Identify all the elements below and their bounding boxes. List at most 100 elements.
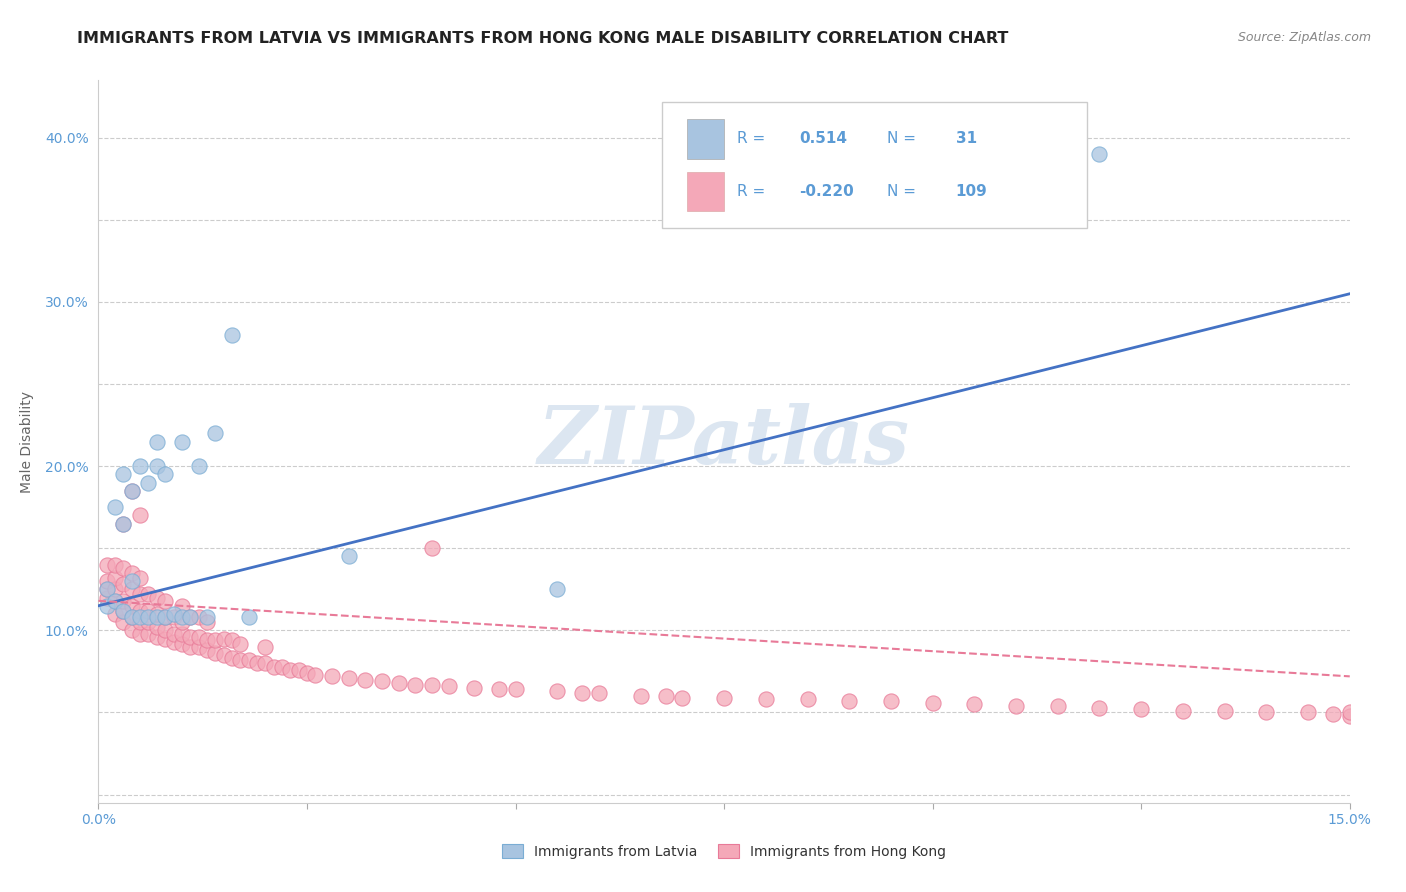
Point — [96, 582, 118, 597]
Point — [963, 698, 986, 712]
Point — [170, 636, 193, 650]
Point — [121, 574, 143, 588]
Point — [138, 475, 160, 490]
Point — [112, 604, 135, 618]
Point — [179, 640, 201, 654]
Point — [337, 549, 360, 564]
Point — [1296, 706, 1319, 720]
Point — [505, 682, 527, 697]
Point — [304, 667, 326, 681]
Point — [129, 571, 152, 585]
Point — [104, 558, 127, 572]
Point — [880, 694, 903, 708]
Point — [263, 659, 285, 673]
Point — [121, 610, 143, 624]
Point — [463, 681, 485, 695]
Text: ZIPatlas: ZIPatlas — [538, 403, 910, 480]
Point — [204, 426, 226, 441]
Point — [146, 630, 169, 644]
Point — [238, 653, 260, 667]
Point — [129, 508, 152, 523]
Point — [546, 684, 568, 698]
Text: Source: ZipAtlas.com: Source: ZipAtlas.com — [1237, 31, 1371, 45]
Point — [162, 610, 184, 624]
Point — [129, 459, 152, 474]
Point — [212, 632, 235, 646]
Point — [1005, 698, 1028, 713]
Point — [204, 646, 226, 660]
FancyBboxPatch shape — [686, 119, 724, 159]
Point — [138, 610, 160, 624]
Point — [170, 610, 193, 624]
Point — [195, 610, 218, 624]
Y-axis label: Male Disability: Male Disability — [20, 391, 34, 492]
Point — [212, 648, 235, 662]
Point — [146, 607, 169, 621]
Point — [112, 516, 135, 531]
Point — [104, 500, 127, 515]
Point — [254, 640, 277, 654]
Point — [654, 689, 676, 703]
Point — [96, 574, 118, 588]
Point — [1213, 704, 1236, 718]
Point — [104, 594, 127, 608]
FancyBboxPatch shape — [686, 171, 724, 211]
Point — [129, 610, 152, 624]
Point — [796, 692, 818, 706]
Point — [1130, 702, 1153, 716]
Text: 31: 31 — [956, 131, 977, 146]
Point — [129, 604, 152, 618]
Point — [146, 591, 169, 605]
Point — [112, 516, 135, 531]
Point — [138, 604, 160, 618]
Point — [271, 659, 294, 673]
Point — [1339, 706, 1361, 720]
Point — [112, 615, 135, 630]
Point — [146, 459, 169, 474]
Point — [404, 677, 426, 691]
Point — [488, 682, 510, 697]
Point — [121, 483, 143, 498]
Text: 109: 109 — [956, 184, 987, 199]
Point — [546, 582, 568, 597]
Point — [112, 467, 135, 482]
Point — [104, 571, 127, 585]
Point — [437, 679, 460, 693]
Point — [121, 582, 143, 597]
FancyBboxPatch shape — [661, 102, 1087, 228]
Point — [162, 607, 184, 621]
Point — [162, 635, 184, 649]
Point — [179, 610, 201, 624]
Point — [112, 577, 135, 591]
Point — [153, 610, 176, 624]
Point — [121, 566, 143, 580]
Point — [1171, 704, 1194, 718]
Point — [221, 327, 243, 342]
Point — [838, 694, 860, 708]
Point — [195, 643, 218, 657]
Point — [187, 640, 209, 654]
Text: -0.220: -0.220 — [799, 184, 853, 199]
Point — [246, 657, 269, 671]
Point — [671, 690, 693, 705]
Point — [129, 587, 152, 601]
Point — [153, 624, 176, 638]
Point — [187, 459, 209, 474]
Point — [713, 690, 735, 705]
Point — [1088, 700, 1111, 714]
Point — [112, 594, 135, 608]
Point — [121, 610, 143, 624]
Point — [121, 483, 143, 498]
Point — [138, 587, 160, 601]
Point — [287, 663, 309, 677]
Point — [153, 467, 176, 482]
Point — [588, 686, 610, 700]
Point — [388, 676, 411, 690]
Point — [187, 610, 209, 624]
Point — [104, 607, 127, 621]
Point — [1322, 707, 1344, 722]
Point — [170, 599, 193, 613]
Point — [112, 561, 135, 575]
Point — [195, 633, 218, 648]
Point — [146, 620, 169, 634]
